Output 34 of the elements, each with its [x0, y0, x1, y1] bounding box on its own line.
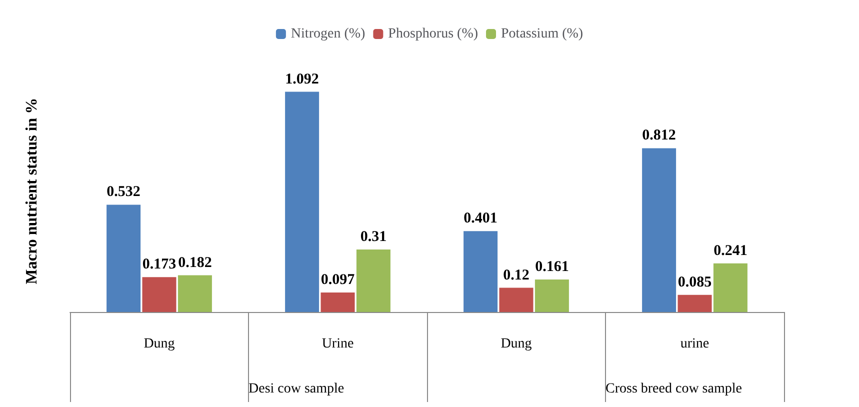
data-label: 1.092: [285, 71, 319, 88]
bar: [534, 280, 569, 312]
bar: [642, 148, 676, 312]
data-label: 0.812: [642, 128, 676, 144]
text: Desi cow sample: [248, 382, 344, 396]
x-tick-label: Urine: [322, 336, 354, 352]
x-tick-label: Dung: [144, 336, 175, 352]
data-label: 0.182: [178, 254, 212, 271]
bar: [464, 231, 498, 312]
x-tick-label: urine: [680, 336, 710, 352]
bar: [678, 294, 712, 312]
legend-label: Phosphorus (%): [388, 26, 478, 42]
data-label: 0.241: [714, 242, 748, 259]
bar: [178, 275, 212, 312]
bar: [713, 263, 748, 312]
data-label: 0.401: [464, 210, 498, 227]
data-label: 0.532: [106, 184, 140, 200]
y-axis-title: Macro nutrient status in %: [24, 98, 40, 284]
bar: [142, 277, 176, 312]
bar: [356, 249, 390, 312]
x-tick-label: Dung: [500, 336, 532, 352]
data-label: 0.097: [320, 272, 356, 288]
data-label: 0.161: [535, 259, 569, 276]
legend-label: Nitrogen (%): [290, 26, 366, 42]
bar: [106, 204, 141, 312]
bar: [285, 92, 320, 312]
bar: [499, 288, 534, 312]
data-label: 0.12: [503, 267, 530, 284]
text: Cross breed cow sample: [606, 382, 742, 396]
legend-label: Potassium (%): [501, 26, 584, 42]
bar: [320, 292, 355, 312]
data-label: 0.31: [360, 228, 387, 245]
data-label: 0.085: [678, 274, 712, 290]
data-label: 0.173: [142, 256, 176, 273]
